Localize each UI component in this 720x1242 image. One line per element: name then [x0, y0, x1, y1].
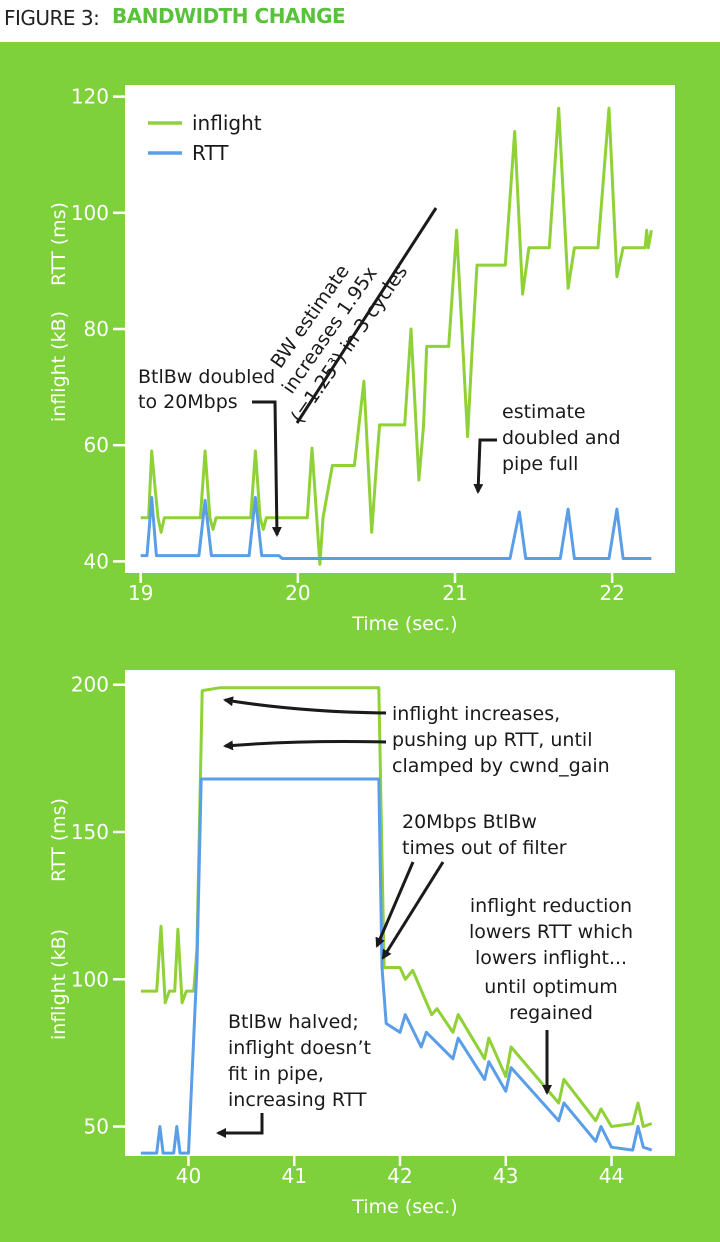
chart2-xtick-label: 41 — [282, 1164, 307, 1188]
arrow-to-rtt-plateau — [223, 740, 387, 751]
chart1-rtt-line — [140, 496, 652, 560]
chart1-ytick-label: 120 — [71, 85, 109, 109]
chart1-xtick-label: 21 — [442, 581, 467, 605]
svg-text:inflight increases,: inflight increases, — [392, 703, 560, 725]
chart1-xlabel: Time (sec.) — [351, 613, 457, 635]
chart1-ytick-label: 100 — [71, 201, 109, 225]
arrow-btlbw-halved — [216, 1113, 264, 1138]
annotation-btlbw-times-out: 20Mbps BtlBw times out of filter — [375, 811, 567, 960]
chart2-ytick-label: 200 — [71, 673, 109, 697]
chart1-plot-area — [125, 85, 675, 573]
chart1-ytick-label: 60 — [84, 433, 109, 457]
annotation-btlbw-halved: BtlBw halved; inflight doesn’t fit in pi… — [216, 1011, 371, 1138]
svg-text:until optimum: until optimum — [484, 976, 618, 998]
svg-text:to 20Mbps: to 20Mbps — [138, 391, 238, 413]
annotation-inflight-reduction: inflight reduction lowers RTT which lowe… — [469, 895, 633, 1095]
chart2-xtick-label: 42 — [387, 1164, 412, 1188]
chart2-ylabel-rtt: RTT (ms) — [48, 798, 70, 882]
chart1-legend: inflight RTT — [148, 111, 262, 165]
annotation-btlbw-doubled: BtlBw doubled to 20Mbps — [138, 366, 282, 537]
legend-rtt-label: RTT — [192, 141, 229, 165]
chart1-ylabel-inflight: inflight (kB) — [48, 311, 70, 422]
figure-title: BANDWIDTH CHANGE — [112, 4, 346, 28]
svg-text:times out of filter: times out of filter — [402, 837, 567, 859]
svg-text:pipe full: pipe full — [502, 453, 578, 475]
chart1-xtick-label: 22 — [599, 581, 624, 605]
svg-text:regained: regained — [509, 1002, 593, 1024]
svg-text:pushing up RTT, until: pushing up RTT, until — [392, 729, 592, 751]
chart2-rtt-line — [140, 777, 653, 1155]
legend-inflight-label: inflight — [192, 111, 262, 135]
svg-text:increasing RTT: increasing RTT — [228, 1089, 367, 1111]
arrow-btlbw-doubled — [252, 400, 282, 537]
chart1-ytick-label: 40 — [84, 549, 109, 573]
chart2-ytick-label: 150 — [71, 820, 109, 844]
svg-text:fit in pipe,: fit in pipe, — [228, 1063, 324, 1085]
arrow-to-inflight-plateau — [223, 696, 387, 715]
arrow-times-out-b — [381, 861, 445, 960]
chart2-xtick-label: 40 — [176, 1164, 201, 1188]
chart1-inflight-line — [140, 106, 653, 566]
svg-text:BtlBw doubled: BtlBw doubled — [138, 366, 275, 388]
figure-header: FIGURE 3: BANDWIDTH CHANGE — [0, 0, 720, 42]
svg-text:BtlBw halved;: BtlBw halved; — [228, 1011, 359, 1033]
svg-text:lowers RTT which: lowers RTT which — [469, 921, 633, 943]
chart2-xtick-label: 44 — [599, 1164, 624, 1188]
svg-text:estimate: estimate — [502, 401, 586, 423]
bw-estimate-slope-line — [295, 207, 438, 424]
chart2-inflight-line — [140, 686, 653, 1128]
chart2-xtick-label: 43 — [493, 1164, 518, 1188]
chart2-plot-area — [125, 670, 675, 1156]
svg-text:clamped by cwnd_gain: clamped by cwnd_gain — [392, 755, 610, 777]
chart1-ytick-label: 80 — [84, 317, 109, 341]
svg-text:20Mbps BtlBw: 20Mbps BtlBw — [402, 811, 537, 833]
svg-text:inflight reduction: inflight reduction — [470, 895, 632, 917]
annotation-estimate-doubled: estimate doubled and pipe full — [473, 401, 621, 494]
svg-text:lowers inflight...: lowers inflight... — [475, 947, 627, 969]
annotation-inflight-increases: inflight increases, pushing up RTT, unti… — [223, 696, 610, 777]
chart2-ytick-label: 100 — [71, 967, 109, 991]
svg-text:inflight doesn’t: inflight doesn’t — [228, 1037, 371, 1059]
chart1-ylabel-rtt: RTT (ms) — [48, 202, 70, 286]
chart1-xtick-label: 20 — [285, 581, 310, 605]
chart2-ylabel-inflight: inflight (kB) — [48, 929, 70, 1040]
chart2-xlabel: Time (sec.) — [351, 1196, 457, 1218]
svg-text:doubled and: doubled and — [502, 427, 621, 449]
chart1-xtick-label: 19 — [128, 581, 153, 605]
figure-label: FIGURE 3: — [4, 6, 100, 30]
chart2-ytick-label: 50 — [84, 1115, 109, 1139]
arrow-estimate-doubled — [473, 438, 497, 494]
arrow-times-out-a — [375, 861, 415, 948]
